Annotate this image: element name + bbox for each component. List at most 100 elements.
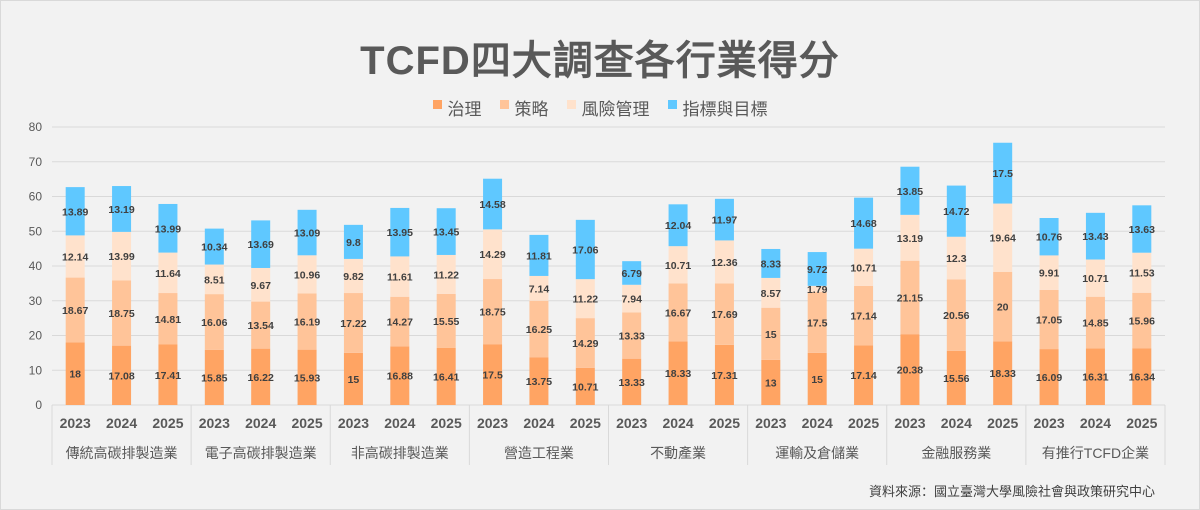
x-tick-year: 2024 [245,415,276,431]
legend: 治理 策略 風險管理 指標與目標 [0,95,1200,120]
data-label: 11.64 [155,268,181,280]
data-label: 17.08 [108,370,134,382]
bar-segment [900,214,920,261]
x-tick-year: 2025 [431,415,462,431]
legend-item-strategy: 策略 [499,95,549,120]
x-tick-year: 2025 [1126,415,1157,431]
bar-segment [854,248,874,286]
x-group-label: 金融服務業 [921,445,991,461]
y-tick-label: 70 [29,155,43,169]
data-label: 13.95 [387,227,413,239]
data-label: 17.5 [482,370,503,382]
bar-segment [158,203,178,253]
bar-segment [158,293,178,345]
data-label: 10.76 [1036,232,1062,244]
data-label: 16.41 [433,371,459,383]
bar-segment [714,240,734,284]
data-label: 18.67 [62,305,88,317]
bar-segment [668,204,688,247]
data-label: 16.06 [201,317,227,329]
bar-segment [65,342,85,405]
bar-segment [622,284,642,313]
data-label: 13.09 [294,228,320,240]
data-label: 19.64 [990,233,1016,245]
y-tick-label: 30 [29,294,43,308]
data-label: 14.85 [1082,318,1108,330]
data-label: 13.99 [108,251,134,263]
bar-segment [251,220,271,268]
bar-segment [483,229,503,280]
bar-segment [297,349,317,405]
legend-item-governance: 治理 [432,95,482,120]
x-group-label: 有推行TCFD企業 [1042,445,1149,461]
x-tick-year: 2023 [338,415,369,431]
bar-segment [112,231,132,281]
bar-segment [251,267,271,302]
data-label: 15.56 [943,373,969,385]
data-label: 17.5 [807,317,828,329]
bar-segment [65,277,85,343]
data-label: 9.72 [807,264,828,276]
bar-segment [483,344,503,405]
data-label: 13.45 [433,227,459,239]
bar-segment [946,279,966,351]
bar-segment [761,277,781,308]
bar-segment [807,252,827,286]
bar-segment [297,293,317,350]
data-label: 14.81 [155,314,181,326]
bar-segment [622,261,642,285]
x-tick-year: 2024 [662,415,693,431]
data-label: 13.19 [897,233,923,245]
data-label: 11.22 [433,269,459,281]
bar-segment [529,234,549,276]
data-label: 17.05 [1036,314,1062,326]
legend-label-risk-management: 風險管理 [581,100,650,119]
bar-segment [714,198,734,241]
data-label: 15 [765,329,777,341]
bar-segment [1085,212,1105,260]
data-label: 8.57 [761,288,782,300]
data-label: 17.5 [992,168,1013,180]
bar-segment [343,293,363,353]
x-tick-year: 2023 [477,415,508,431]
data-label: 14.27 [387,317,413,329]
bar-segment [65,235,85,278]
bar-segment [204,264,224,295]
data-label: 17.69 [711,309,737,321]
bar-segment [807,292,827,353]
data-label: 13.85 [897,186,923,198]
bar-segment [900,260,920,335]
bar-segment [575,219,595,280]
data-label: 11.61 [387,272,413,284]
data-label: 17.41 [155,370,181,382]
bar-segment [622,312,642,359]
x-group-label: 運輸及倉儲業 [775,445,859,461]
bar-segment [436,293,456,348]
data-label: 17.14 [850,311,876,323]
x-tick-year: 2024 [384,415,415,431]
data-label: 17.31 [711,370,737,382]
data-label: 17.14 [850,370,876,382]
bar-segment [343,352,363,405]
data-label: 15.93 [294,372,320,384]
data-label: 18.75 [479,307,505,319]
data-label: 10.71 [1082,273,1108,285]
bar-segment [807,285,827,293]
data-label: 14.29 [479,249,505,261]
bar-segment [807,352,827,405]
data-label: 13.19 [108,204,134,216]
bar-segment [158,252,178,294]
y-tick-label: 0 [35,398,42,412]
data-label: 9.8 [346,237,361,249]
bar-segment [1132,292,1152,349]
bar-segment [529,300,549,358]
bar-segment [390,256,410,297]
y-tick-label: 40 [29,259,43,273]
x-tick-year: 2025 [848,415,879,431]
data-label: 15 [811,374,823,386]
x-group-label: 營造工程業 [504,445,574,461]
x-tick-year: 2023 [1033,415,1064,431]
data-label: 10.71 [665,260,691,272]
legend-label-governance: 治理 [447,100,482,119]
bar-segment [1085,296,1105,349]
